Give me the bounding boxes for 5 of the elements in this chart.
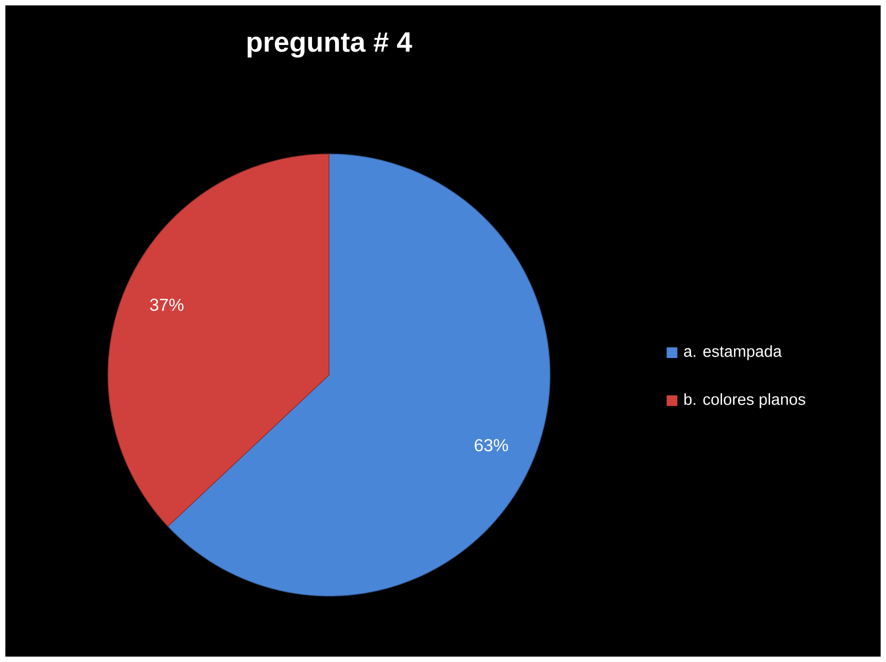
legend-label: a. estampada bbox=[684, 345, 782, 360]
chart-title: pregunta # 4 bbox=[248, 32, 412, 58]
data-label: 63% bbox=[474, 439, 508, 452]
data-label: 37% bbox=[150, 298, 184, 311]
legend-label: b. colores planos bbox=[684, 393, 806, 408]
